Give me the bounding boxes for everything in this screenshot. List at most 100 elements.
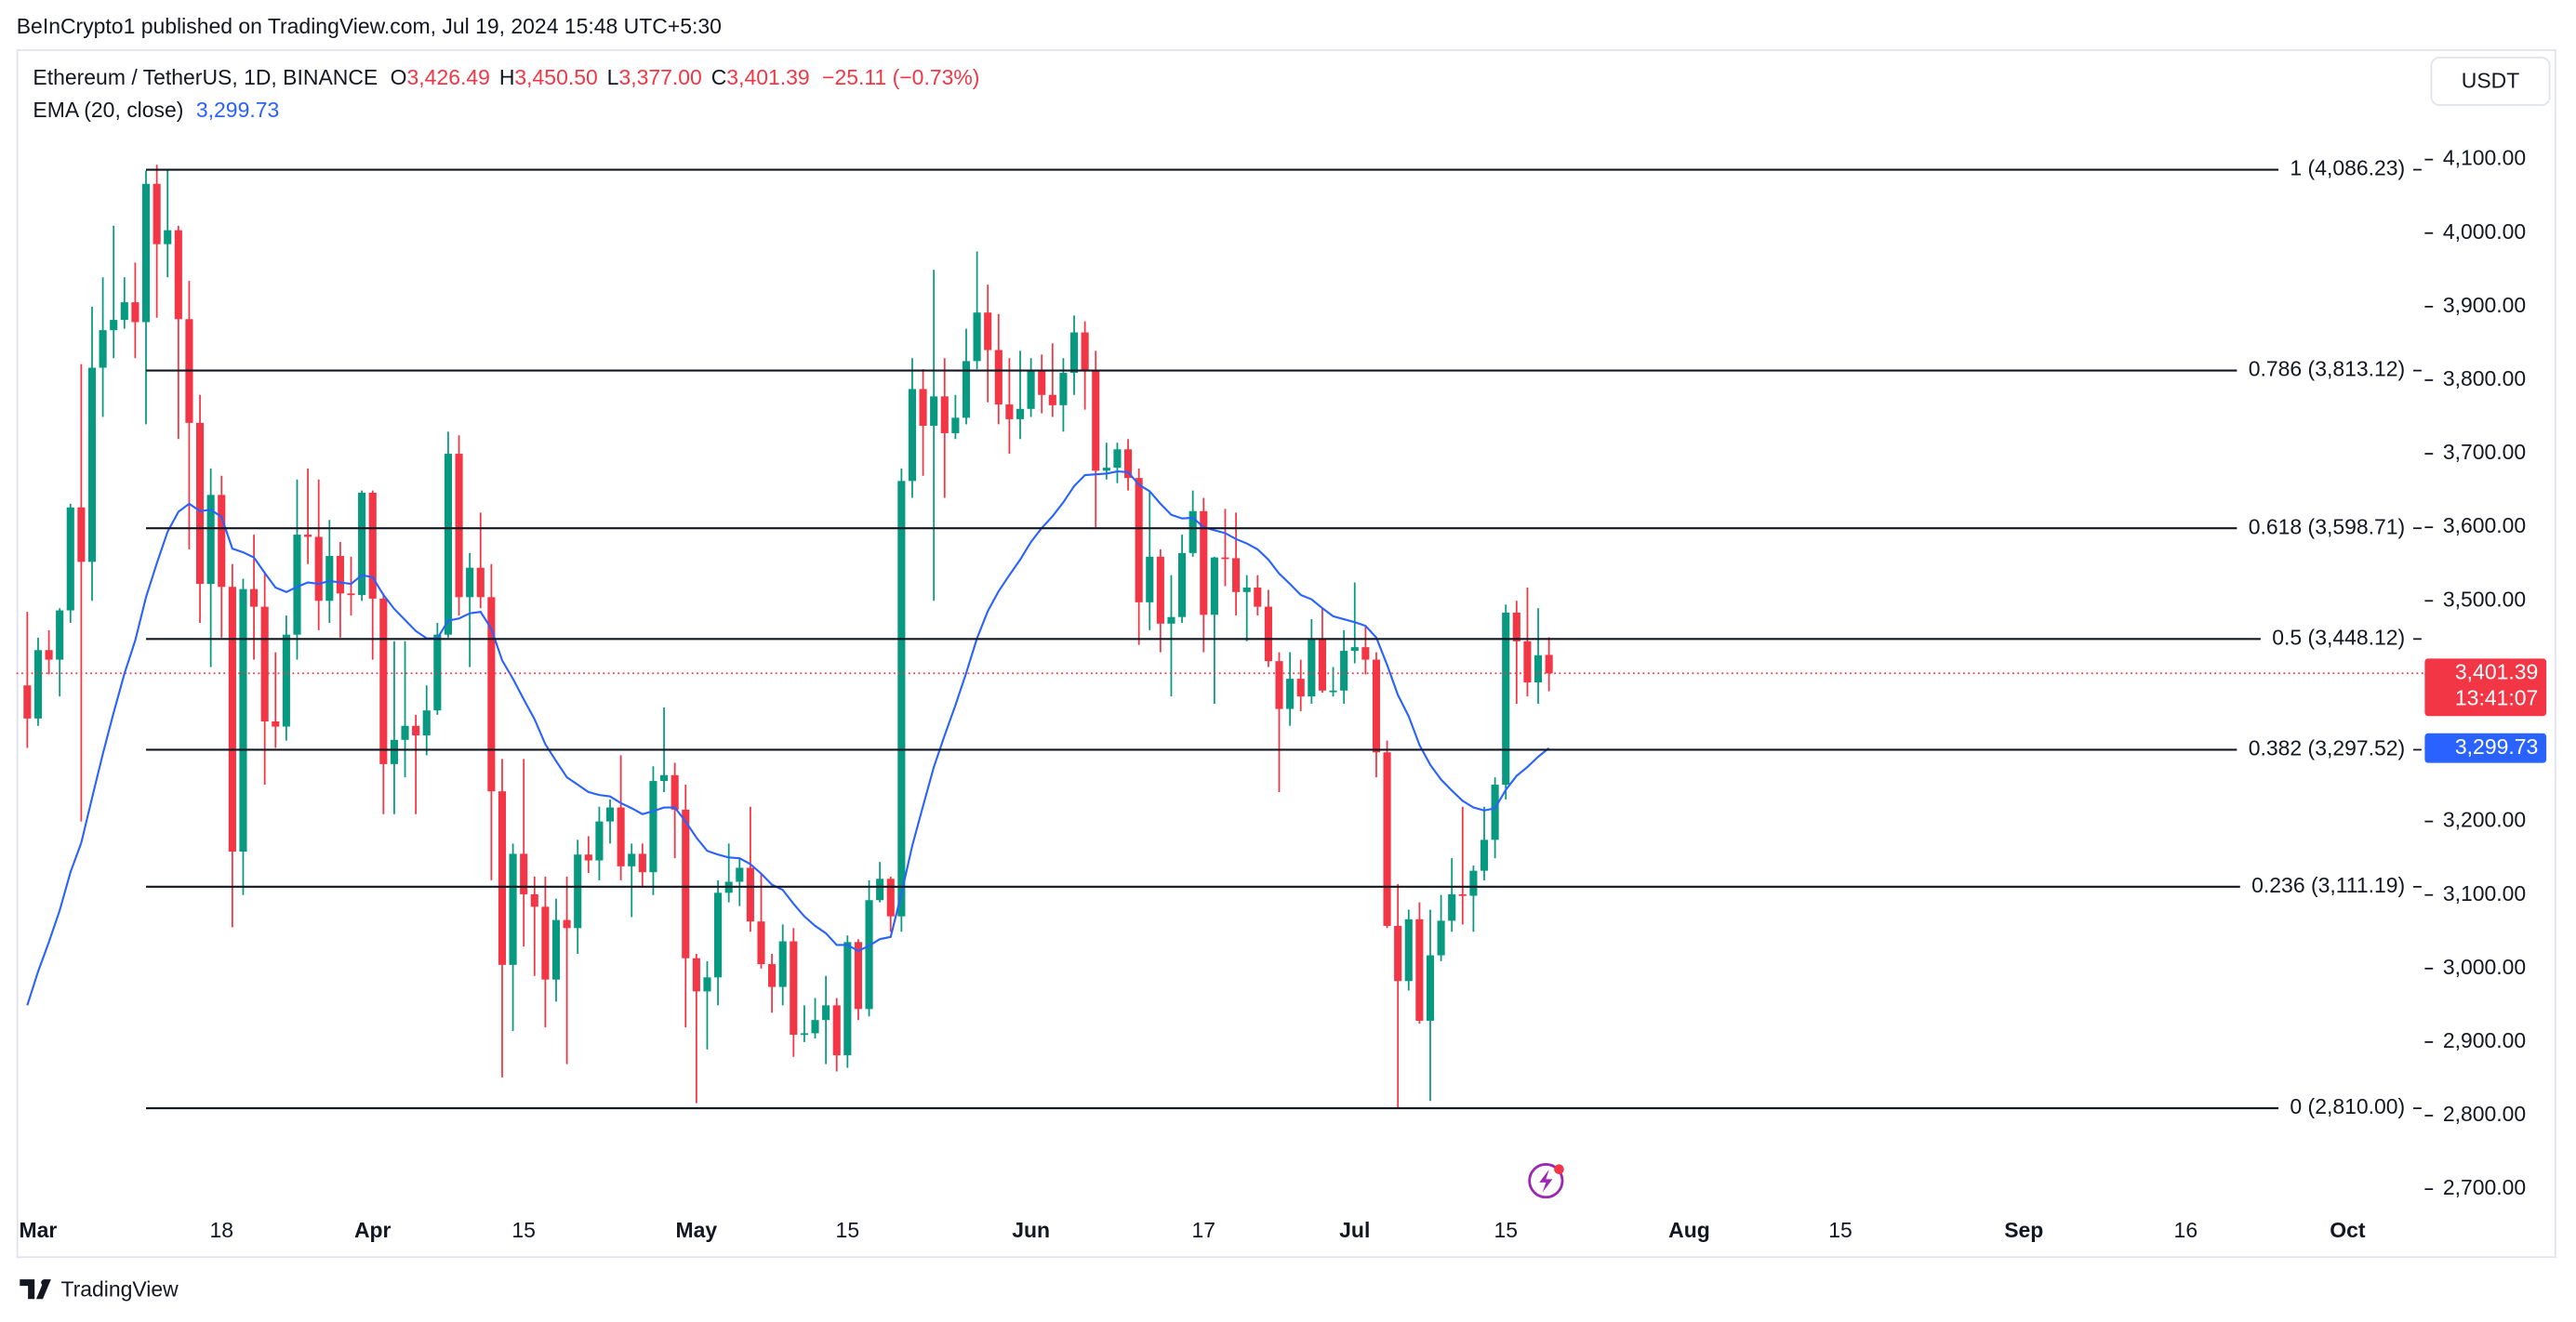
candle-body [282, 634, 290, 727]
candle-body [390, 739, 398, 764]
candle-body [358, 492, 366, 595]
candle-body [325, 556, 334, 602]
x-tick-label: Jun [1012, 1218, 1050, 1242]
candle-body [314, 536, 323, 602]
candle-body [412, 725, 420, 736]
candle-body [682, 809, 690, 958]
candle-body [757, 921, 765, 965]
candle-body [1069, 332, 1079, 374]
candle-body [790, 941, 798, 1036]
candle-body [1534, 654, 1543, 683]
candle-body [509, 853, 517, 965]
candle-body [368, 492, 377, 599]
candle-body [1135, 478, 1143, 602]
candle-body [1275, 661, 1283, 709]
x-tick-label: 15 [1828, 1218, 1852, 1242]
indicator-name: EMA (20, close) [33, 98, 183, 122]
candle-body [218, 495, 226, 588]
ohlc-label: H [499, 65, 515, 89]
x-tick-label: 15 [836, 1218, 860, 1242]
fib-label: 0.618 (3,598.71) [2249, 514, 2405, 538]
candle-body [703, 977, 711, 992]
symbol-legend: Ethereum / TetherUS, 1D, BINANCE O3,426.… [33, 65, 979, 89]
ohlc-label: C [711, 65, 727, 89]
candle-body [1329, 690, 1337, 693]
event-icon-bolt [1539, 1169, 1553, 1193]
candle-body [260, 606, 269, 722]
candle-body [1059, 373, 1068, 405]
candle-body [811, 1020, 819, 1034]
x-tick-label: 18 [209, 1218, 233, 1242]
ohlc-value: 3,426.49 [407, 65, 490, 89]
candle-body [401, 725, 409, 740]
candle-body [659, 774, 669, 782]
fib-label: 0.786 (3,813.12) [2249, 357, 2405, 381]
candle-body [1383, 752, 1391, 926]
candle-body [994, 350, 1003, 405]
ema-line [26, 469, 1550, 1006]
currency-label[interactable]: USDT [2462, 68, 2519, 92]
candle-body [1318, 638, 1326, 691]
countdown-label: 13:41:07 [2455, 686, 2538, 710]
candle-body [1448, 893, 1456, 921]
candle-body [293, 535, 301, 635]
event-icon-dot [1554, 1164, 1564, 1175]
candle-body [714, 892, 723, 978]
candle-body [1048, 394, 1056, 405]
candle-body [1469, 870, 1478, 896]
ohlc-label: L [607, 65, 619, 89]
ohlc-value: 3,401.39 [726, 65, 809, 89]
candle-body [1437, 920, 1445, 956]
candle-body [33, 650, 43, 719]
x-tick-label: Jul [1339, 1218, 1370, 1242]
candle-body [164, 230, 172, 245]
candle-body [854, 942, 862, 1010]
candle-body [141, 183, 151, 323]
ohlc-label: O [391, 65, 407, 89]
candle-body [1156, 556, 1164, 624]
candle-body [466, 567, 474, 598]
candle-body [1167, 616, 1175, 624]
candle-body [984, 312, 992, 350]
candle-body [110, 320, 118, 331]
indicator-legend: EMA (20, close) 3,299.73 [33, 98, 279, 122]
candle-body [1394, 925, 1402, 982]
candle-body [1123, 449, 1133, 479]
candle-body [736, 867, 744, 882]
ema-tag [2424, 733, 2547, 763]
ema-tag-label: 3,299.73 [2455, 734, 2538, 759]
x-tick-label: 15 [511, 1218, 536, 1242]
y-tick-label: 3,000.00 [2443, 955, 2526, 979]
candle-body [865, 900, 873, 1010]
candle-body [1016, 408, 1025, 419]
last-price-tag [2424, 658, 2547, 717]
candle-body [1188, 510, 1197, 553]
brand-name: TradingView [60, 1276, 179, 1301]
candle-body [1350, 647, 1359, 652]
candle-body [87, 367, 97, 562]
candle-body [886, 879, 895, 917]
candle-body [1254, 588, 1262, 607]
candle-body [778, 941, 787, 987]
candle-body [617, 807, 625, 866]
candle-body [239, 588, 247, 853]
currency-button[interactable] [2430, 56, 2551, 106]
symbol: Ethereum / TetherUS, 1D, BINANCE [33, 65, 378, 89]
candle-body [973, 312, 981, 362]
x-tick-label: 16 [2174, 1218, 2198, 1242]
indicator-value: 3,299.73 [196, 98, 279, 122]
candle-body [487, 597, 496, 792]
candle-body [1200, 510, 1208, 615]
candle-body [1113, 449, 1122, 469]
candle-body [919, 389, 927, 427]
candle-body [1102, 468, 1110, 471]
candle-body [1523, 641, 1532, 683]
candle-body [1210, 557, 1218, 615]
x-tick-label: Oct [2330, 1218, 2366, 1242]
change: −25.11 (−0.73%) [822, 65, 979, 89]
candle-body [336, 556, 344, 594]
x-tick-label: 17 [1192, 1218, 1216, 1242]
candle-body [584, 854, 592, 861]
fib-label: 1 (4,086.23) [2290, 156, 2405, 180]
